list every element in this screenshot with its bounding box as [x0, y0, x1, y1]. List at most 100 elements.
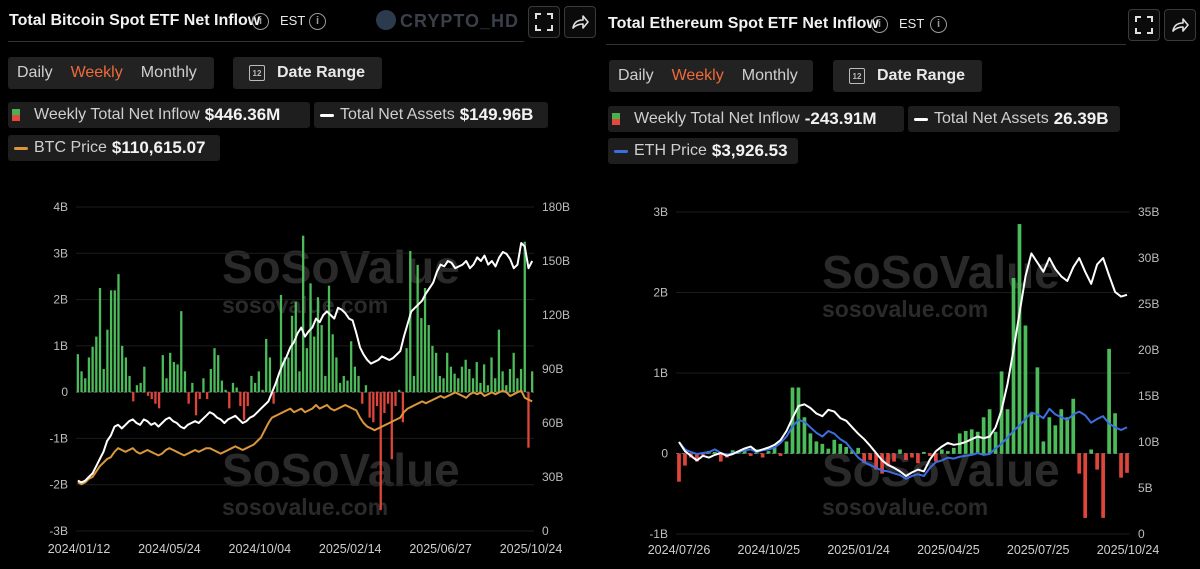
legend-price[interactable]: ETH Price $3,926.53 [608, 138, 798, 164]
inflow-bar[interactable] [1035, 367, 1040, 454]
inflow-bar[interactable] [844, 447, 849, 454]
inflow-bar[interactable] [335, 357, 338, 393]
inflow-bar[interactable] [814, 441, 819, 454]
inflow-bar[interactable] [856, 447, 861, 454]
date-range-button[interactable]: 12 Date Range [833, 60, 982, 92]
inflow-bar[interactable] [220, 380, 224, 393]
inflow-bar[interactable] [290, 315, 294, 393]
inflow-bar[interactable] [820, 443, 825, 454]
inflow-bar[interactable] [981, 417, 986, 454]
inflow-bar[interactable] [268, 357, 272, 393]
inflow-bar[interactable] [802, 417, 807, 454]
inflow-bar[interactable] [202, 378, 205, 393]
inflow-bar[interactable] [427, 325, 430, 393]
inflow-bar[interactable] [361, 392, 364, 404]
inflow-bar[interactable] [309, 283, 312, 393]
inflow-bar[interactable] [1125, 453, 1129, 473]
inflow-bar[interactable] [505, 385, 508, 393]
inflow-bar[interactable] [1029, 413, 1034, 454]
inflow-bar[interactable] [677, 453, 681, 482]
inflow-bar[interactable] [213, 348, 216, 393]
date-range-button[interactable]: 12 Date Range [233, 57, 382, 89]
inflow-bar[interactable] [342, 375, 345, 393]
inflow-bar[interactable] [205, 392, 209, 400]
inflow-bar[interactable] [490, 357, 493, 393]
inflow-bar[interactable] [390, 392, 393, 460]
inflow-bar[interactable] [1119, 453, 1123, 478]
inflow-bar[interactable] [482, 364, 486, 393]
inflow-bar[interactable] [313, 336, 316, 393]
inflow-bar[interactable] [523, 241, 526, 393]
inflow-bar[interactable] [91, 346, 94, 393]
inflow-bar[interactable] [695, 453, 699, 462]
period-weekly[interactable]: Weekly [70, 64, 123, 81]
inflow-bar[interactable] [892, 453, 896, 462]
inflow-bar[interactable] [386, 392, 390, 404]
inflow-bar[interactable] [431, 345, 434, 393]
share-button[interactable] [564, 6, 596, 38]
inflow-bar[interactable] [209, 369, 212, 393]
inflow-bar[interactable] [139, 382, 142, 393]
inflow-bar[interactable] [1089, 449, 1094, 454]
inflow-bar[interactable] [135, 385, 139, 393]
inflow-bar[interactable] [939, 449, 944, 454]
inflow-bar[interactable] [132, 392, 135, 402]
inflow-bar[interactable] [95, 336, 98, 393]
inflow-bar[interactable] [250, 375, 253, 393]
inflow-bar[interactable] [471, 378, 475, 393]
fullscreen-button[interactable] [1128, 9, 1160, 41]
inflow-bar[interactable] [154, 392, 157, 404]
inflow-bar[interactable] [1047, 417, 1052, 454]
inflow-bar[interactable] [217, 355, 220, 393]
legend-assets[interactable]: Total Net Assets 26.39B [908, 106, 1120, 132]
inflow-bar[interactable] [416, 264, 419, 393]
inflow-bar[interactable] [246, 392, 249, 407]
inflow-bar[interactable] [1017, 224, 1022, 454]
inflow-bar[interactable] [261, 389, 264, 393]
inflow-bar[interactable] [305, 348, 308, 393]
inflow-bar[interactable] [198, 392, 201, 400]
inflow-bar[interactable] [194, 392, 198, 416]
inflow-bar[interactable] [1107, 348, 1111, 454]
inflow-bar[interactable] [180, 311, 183, 393]
inflow-bar[interactable] [239, 392, 242, 407]
inflow-bar[interactable] [298, 371, 301, 393]
period-weekly[interactable]: Weekly [671, 67, 724, 84]
inflow-bar[interactable] [460, 366, 464, 393]
inflow-bar[interactable] [1095, 453, 1099, 470]
inflow-bar[interactable] [176, 364, 179, 393]
inflow-bar[interactable] [87, 357, 91, 393]
inflow-bar[interactable] [928, 453, 932, 456]
info-icon[interactable]: i [930, 16, 947, 33]
inflow-bar[interactable] [951, 447, 956, 454]
inflow-bar[interactable] [157, 392, 161, 409]
inflow-bar[interactable] [191, 382, 194, 393]
inflow-bar[interactable] [80, 371, 83, 393]
inflow-bar[interactable] [446, 352, 449, 393]
share-button[interactable] [1164, 9, 1196, 41]
inflow-bar[interactable] [718, 453, 723, 462]
inflow-bar[interactable] [868, 453, 872, 460]
inflow-bar[interactable] [150, 392, 153, 400]
inflow-bar[interactable] [1059, 409, 1064, 454]
inflow-bar[interactable] [412, 375, 416, 393]
inflow-bar[interactable] [106, 329, 109, 393]
inflow-bar[interactable] [442, 378, 445, 393]
inflow-bar[interactable] [161, 355, 164, 393]
inflow-bar[interactable] [420, 318, 423, 393]
inflow-bar[interactable] [760, 453, 765, 458]
inflow-bar[interactable] [1083, 453, 1088, 518]
inflow-bar[interactable] [228, 392, 231, 409]
inflow-bar[interactable] [449, 366, 453, 393]
inflow-bar[interactable] [453, 373, 456, 393]
inflow-bar[interactable] [519, 369, 523, 393]
inflow-bar[interactable] [272, 392, 275, 404]
inflow-bar[interactable] [772, 447, 777, 454]
inflow-bar[interactable] [276, 378, 279, 393]
inflow-bar[interactable] [294, 301, 297, 393]
period-monthly[interactable]: Monthly [741, 67, 798, 84]
inflow-bar[interactable] [922, 451, 926, 454]
legend-inflow[interactable]: Weekly Total Net Inflow $446.36M [8, 102, 310, 128]
inflow-bar[interactable] [183, 371, 187, 393]
inflow-bar[interactable] [242, 392, 246, 420]
